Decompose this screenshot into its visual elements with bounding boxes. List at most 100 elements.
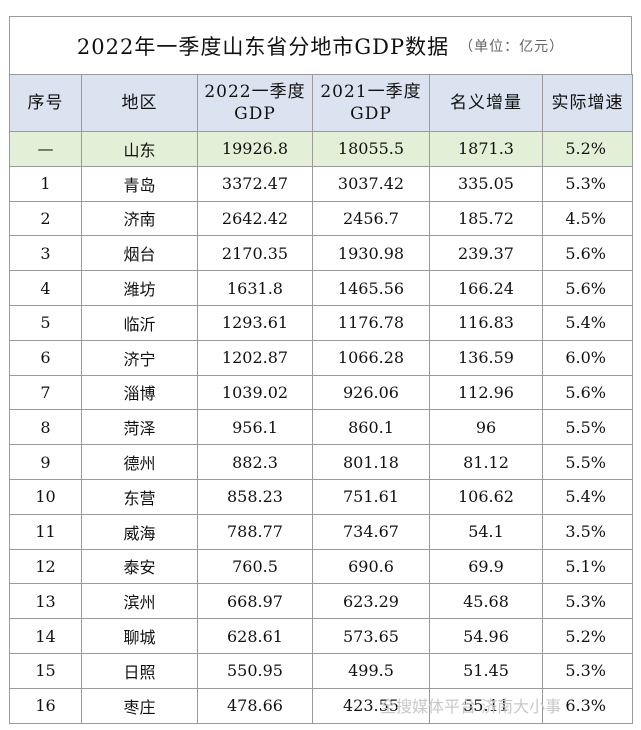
cell-region: 德州 <box>81 444 198 480</box>
cell-gdp-2021: 1066.28 <box>312 339 430 376</box>
cell-gdp-2022: 858.23 <box>197 478 313 515</box>
table-row: 4 潍坊 1631.8 1465.56 166.24 5.6% <box>9 270 633 306</box>
cell-no: 10 <box>9 478 82 515</box>
table-row: 7 淄博 1039.02 926.06 112.96 5.6% <box>9 374 633 411</box>
cell-no: 13 <box>9 583 82 620</box>
cell-no: 14 <box>9 618 82 654</box>
cell-real-growth: 5.2% <box>542 131 633 167</box>
cell-region: 东营 <box>81 478 198 515</box>
table-body: — 山东 19926.8 18055.5 1871.3 5.2% 1 青岛 3372.47 303… <box>9 131 633 724</box>
cell-no: 3 <box>9 235 82 272</box>
header-no: 序号 <box>9 74 82 132</box>
cell-no: 16 <box>9 687 82 724</box>
cell-gdp-2021: 751.61 <box>312 478 430 515</box>
cell-no: 8 <box>9 409 82 446</box>
cell-gdp-2022: 1293.61 <box>197 304 313 341</box>
cell-nominal-increase: 54.96 <box>429 618 543 654</box>
cell-real-growth: 5.5% <box>542 444 633 480</box>
cell-real-growth: 4.5% <box>542 200 633 237</box>
cell-nominal-increase: 136.59 <box>429 339 543 376</box>
cell-nominal-increase: 55.11 <box>429 687 543 724</box>
table-row: 16 枣庄 478.66 423.55 55.11 6.3% <box>9 687 633 724</box>
cell-gdp-2022: 1039.02 <box>197 374 313 411</box>
table-row: 1 青岛 3372.47 3037.42 335.05 5.3% <box>9 165 633 202</box>
cell-region: 菏泽 <box>81 409 198 446</box>
cell-gdp-2022: 956.1 <box>197 409 313 446</box>
cell-gdp-2022: 478.66 <box>197 687 313 724</box>
cell-real-growth: 6.0% <box>542 339 633 376</box>
cell-nominal-increase: 116.83 <box>429 304 543 341</box>
table-row: 12 泰安 760.5 690.6 69.9 5.1% <box>9 548 633 585</box>
cell-gdp-2021: 499.5 <box>312 652 430 689</box>
cell-nominal-increase: 45.68 <box>429 583 543 620</box>
cell-nominal-increase: 166.24 <box>429 270 543 306</box>
cell-gdp-2022: 1631.8 <box>197 270 313 306</box>
table-row: 15 日照 550.95 499.5 51.45 5.3% <box>9 652 633 689</box>
cell-gdp-2022: 668.97 <box>197 583 313 620</box>
header-region: 地区 <box>81 74 198 132</box>
cell-gdp-2022: 19926.8 <box>197 131 313 167</box>
header-real-growth: 实际增速 <box>542 74 633 132</box>
cell-gdp-2022: 628.61 <box>197 618 313 654</box>
cell-nominal-increase: 112.96 <box>429 374 543 411</box>
cell-no: 1 <box>9 165 82 202</box>
table-row: 3 烟台 2170.35 1930.98 239.37 5.6% <box>9 235 633 272</box>
cell-nominal-increase: 69.9 <box>429 548 543 585</box>
cell-real-growth: 5.6% <box>542 235 633 272</box>
header-row: 序号 地区 2022一季度GDP 2021一季度GDP 名义增量 实际增速 <box>9 74 633 132</box>
table-row: 6 济宁 1202.87 1066.28 136.59 6.0% <box>9 339 633 376</box>
cell-nominal-increase: 54.1 <box>429 513 543 550</box>
cell-real-growth: 5.2% <box>542 618 633 654</box>
cell-no: 6 <box>9 339 82 376</box>
cell-no: 7 <box>9 374 82 411</box>
header-nominal-increase: 名义增量 <box>429 74 543 132</box>
cell-gdp-2021: 926.06 <box>312 374 430 411</box>
cell-nominal-increase: 239.37 <box>429 235 543 272</box>
cell-no: 15 <box>9 652 82 689</box>
table-row: 14 聊城 628.61 573.65 54.96 5.2% <box>9 618 633 654</box>
cell-real-growth: 5.5% <box>542 409 633 446</box>
cell-no: 2 <box>9 200 82 237</box>
cell-real-growth: 5.3% <box>542 652 633 689</box>
cell-no: 4 <box>9 270 82 306</box>
cell-gdp-2021: 573.65 <box>312 618 430 654</box>
cell-gdp-2021: 1930.98 <box>312 235 430 272</box>
cell-gdp-2021: 423.55 <box>312 687 430 724</box>
cell-gdp-2022: 788.77 <box>197 513 313 550</box>
cell-no: 9 <box>9 444 82 480</box>
cell-no: 5 <box>9 304 82 341</box>
cell-gdp-2021: 2456.7 <box>312 200 430 237</box>
table-title-row: 2022年一季度山东省分地市GDP数据 （单位：亿元） <box>9 16 632 74</box>
cell-nominal-increase: 106.62 <box>429 478 543 515</box>
cell-no: — <box>9 131 82 167</box>
cell-gdp-2022: 760.5 <box>197 548 313 585</box>
cell-nominal-increase: 51.45 <box>429 652 543 689</box>
cell-nominal-increase: 1871.3 <box>429 131 543 167</box>
cell-real-growth: 5.6% <box>542 270 633 306</box>
cell-gdp-2022: 1202.87 <box>197 339 313 376</box>
cell-gdp-2022: 882.3 <box>197 444 313 480</box>
cell-gdp-2021: 690.6 <box>312 548 430 585</box>
table-row: 13 滨州 668.97 623.29 45.68 5.3% <box>9 583 633 620</box>
cell-region: 济南 <box>81 200 198 237</box>
cell-no: 12 <box>9 548 82 585</box>
table-title: 2022年一季度山东省分地市GDP数据 <box>76 34 450 59</box>
cell-region: 临沂 <box>81 304 198 341</box>
cell-gdp-2021: 3037.42 <box>312 165 430 202</box>
cell-region: 聊城 <box>81 618 198 654</box>
cell-real-growth: 5.3% <box>542 583 633 620</box>
cell-region: 淄博 <box>81 374 198 411</box>
cell-gdp-2021: 1176.78 <box>312 304 430 341</box>
header-gdp-2022: 2022一季度GDP <box>197 74 313 132</box>
cell-real-growth: 5.3% <box>542 165 633 202</box>
cell-nominal-increase: 335.05 <box>429 165 543 202</box>
cell-real-growth: 3.5% <box>542 513 633 550</box>
header-gdp-2021-label: 2021一季度GDP <box>320 82 422 124</box>
gdp-table: 序号 地区 2022一季度GDP 2021一季度GDP 名义增量 实际增速 — 山… <box>9 74 633 724</box>
cell-nominal-increase: 96 <box>429 409 543 446</box>
cell-region: 青岛 <box>81 165 198 202</box>
cell-region: 山东 <box>81 131 198 167</box>
table-row: 5 临沂 1293.61 1176.78 116.83 5.4% <box>9 304 633 341</box>
cell-gdp-2022: 550.95 <box>197 652 313 689</box>
